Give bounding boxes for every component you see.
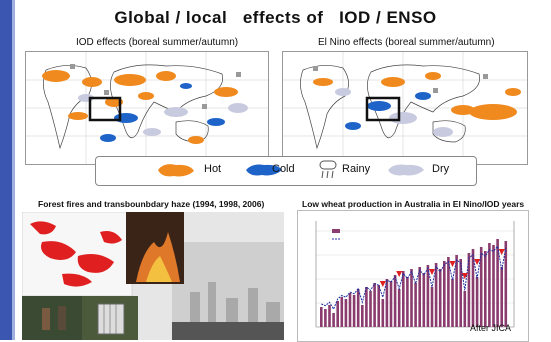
wheat-bar (365, 287, 368, 327)
wheat-bar (332, 313, 335, 327)
wheat-bar (402, 271, 405, 327)
wheat-bar (479, 247, 483, 327)
wheat-bar (389, 281, 393, 327)
legend-hot: Hot (204, 163, 222, 175)
wheat-bar (492, 245, 495, 327)
wheat-bar (361, 305, 364, 327)
wheat-bar (397, 289, 401, 327)
legend-cold: Cold (272, 163, 295, 175)
wheat-bar (459, 259, 462, 327)
wheat-bar (393, 275, 397, 327)
dry-swatch-icon (388, 164, 424, 176)
wheat-bar (385, 279, 389, 327)
cold-swatch-icon (246, 164, 282, 176)
slide-title: Global / local effects of IOD / ENSO (114, 8, 437, 27)
red-arrow-icon (449, 261, 456, 267)
wheat-bar (340, 297, 344, 327)
iod-effects-map (25, 51, 269, 165)
wheat-bar (418, 267, 421, 327)
red-arrow-icon (379, 281, 386, 287)
trend-line (321, 245, 507, 311)
wheat-bar (455, 255, 458, 327)
fires-section-label: Forest fires and transbounbdary haze (19… (38, 199, 265, 209)
wheat-bar (328, 305, 331, 327)
wheat-bar (348, 293, 352, 327)
fires-photo-collage (22, 212, 284, 340)
wheat-production-chart: After JICA (297, 210, 529, 342)
rainy-icon (319, 160, 337, 179)
legend-rainy: Rainy (342, 163, 371, 175)
elnino-effects-map (282, 51, 528, 165)
map-legend: Hot Cold Rainy Dry (95, 156, 477, 186)
legend-dry: Dry (432, 163, 450, 175)
wheat-bar (496, 239, 499, 327)
wheat-bar (320, 307, 323, 327)
wheat-bar (443, 261, 446, 327)
wheat-bar (504, 241, 508, 327)
wheat-bar (438, 269, 442, 327)
wheat-bar (422, 273, 426, 327)
wheat-bar (344, 299, 348, 327)
wheat-bar (488, 243, 491, 327)
elnino-map-label: El Nino effects (boreal summer/autumn) (318, 37, 495, 48)
wheat-bar (471, 249, 475, 327)
wheat-bar (426, 265, 430, 327)
hot-swatch-icon (158, 164, 194, 177)
iod-map-label: IOD effects (boreal summer/autumn) (76, 37, 239, 48)
wheat-bar (447, 257, 450, 327)
wheat-bar (467, 253, 471, 327)
red-arrow-icon (498, 249, 505, 255)
wheat-section-label: Low wheat production in Australia in El … (302, 199, 525, 209)
wheat-bar (324, 309, 327, 327)
wheat-bar (451, 279, 454, 327)
red-arrow-icon (396, 271, 403, 277)
red-arrow-icon (429, 269, 435, 275)
wheat-bar (463, 291, 467, 327)
wheat-bar (356, 289, 360, 327)
wheat-bar (373, 283, 376, 327)
wheat-bar (352, 295, 356, 327)
wheat-bar (406, 277, 409, 327)
wheat-bar (377, 285, 380, 327)
red-arrow-icon (474, 259, 481, 265)
wheat-bar (484, 251, 487, 327)
wheat-bar (500, 267, 503, 327)
wheat-bar (369, 291, 372, 327)
wheat-bar (336, 301, 339, 327)
left-decor-strip-light (12, 0, 15, 340)
wheat-bar (381, 299, 385, 327)
red-arrow-icon (461, 273, 468, 279)
wheat-bar (414, 283, 417, 327)
chart-credit: After JICA (470, 323, 512, 333)
left-decor-strip (0, 0, 12, 340)
wheat-bar (434, 263, 438, 327)
wheat-bar (410, 269, 413, 327)
wheat-bar (475, 277, 479, 327)
wheat-bar (430, 287, 434, 327)
